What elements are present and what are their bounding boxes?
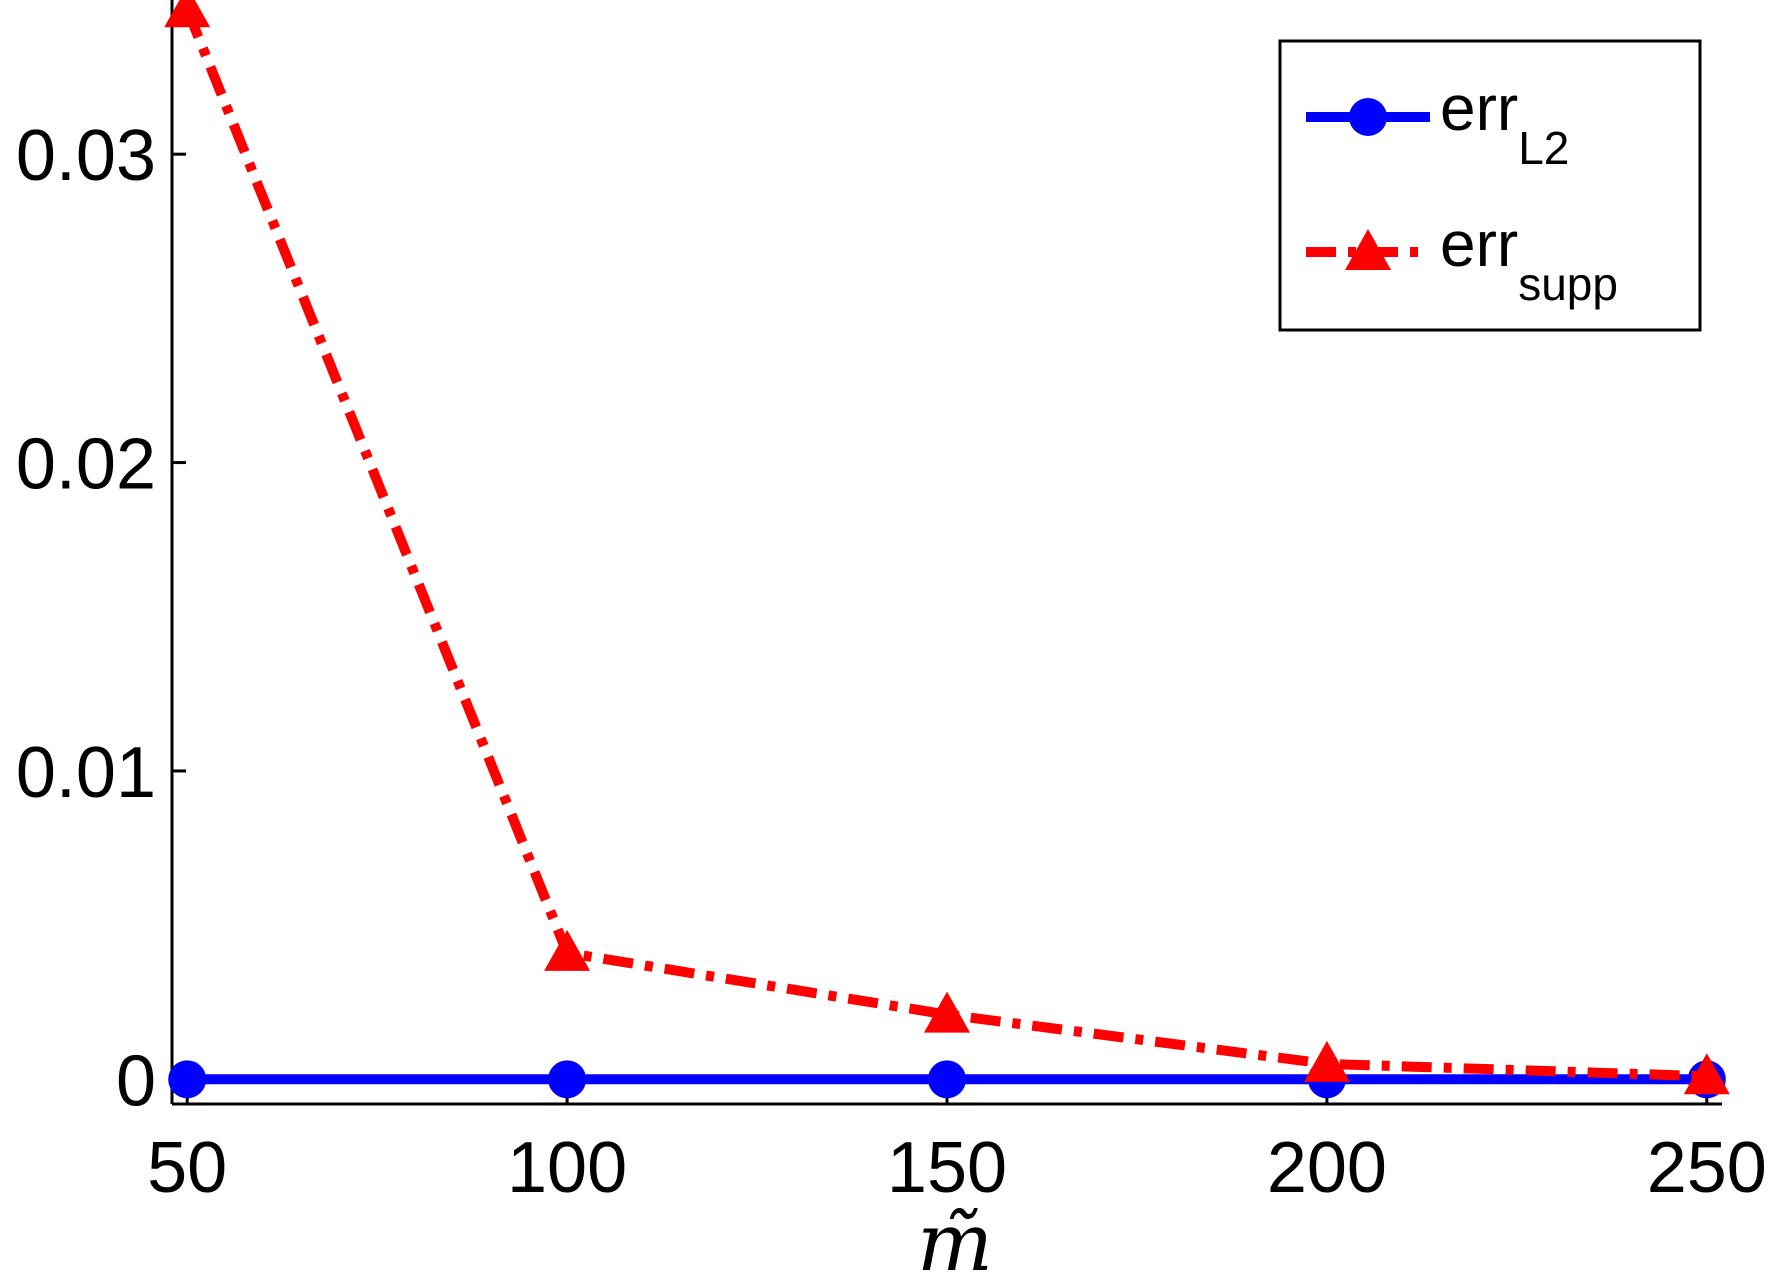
legend-label-2-sub: supp	[1518, 258, 1618, 310]
legend-box	[1278, 39, 1702, 332]
y-tick-label: 0.03	[16, 116, 156, 196]
legend-label-2-main: err	[1440, 208, 1518, 280]
x-tick-label: 100	[507, 1128, 627, 1208]
x-ticks: 50 100 150 200 250	[147, 1090, 1767, 1208]
legend-label-1-sub: L2	[1518, 122, 1569, 174]
legend-marker-1	[1349, 98, 1387, 136]
legend-label-1: errL2	[1440, 72, 1569, 174]
legend-label-1-main: err	[1440, 72, 1518, 144]
legend-entry-1: errL2	[1306, 72, 1569, 174]
legend: errL2 errsupp	[1278, 39, 1702, 332]
x-tick-label: 150	[887, 1128, 1007, 1208]
series-layer	[164, 0, 1730, 1099]
x-tick-label: 200	[1267, 1128, 1387, 1208]
data-point	[164, 0, 211, 28]
data-point	[168, 1060, 207, 1099]
y-tick-label: 0	[116, 1041, 156, 1121]
x-tick-label: 50	[147, 1128, 227, 1208]
series-supp	[164, 0, 1730, 1095]
x-axis-label: m̃	[917, 1196, 993, 1283]
data-point	[924, 991, 970, 1033]
data-point	[1303, 1040, 1350, 1082]
y-tick-label: 0.02	[16, 425, 156, 505]
data-point	[548, 1060, 587, 1099]
data-point	[928, 1060, 966, 1099]
data-point	[1683, 1053, 1730, 1095]
data-point	[544, 929, 591, 971]
legend-marker-2	[1345, 229, 1391, 270]
legend-entry-2: errsupp	[1306, 208, 1618, 310]
x-tick-label: 250	[1647, 1128, 1767, 1208]
y-tick-label: 0.01	[16, 733, 156, 813]
legend-label-2: errsupp	[1440, 208, 1618, 310]
y-ticks: 0 0.01 0.02 0.03	[16, 116, 186, 1121]
